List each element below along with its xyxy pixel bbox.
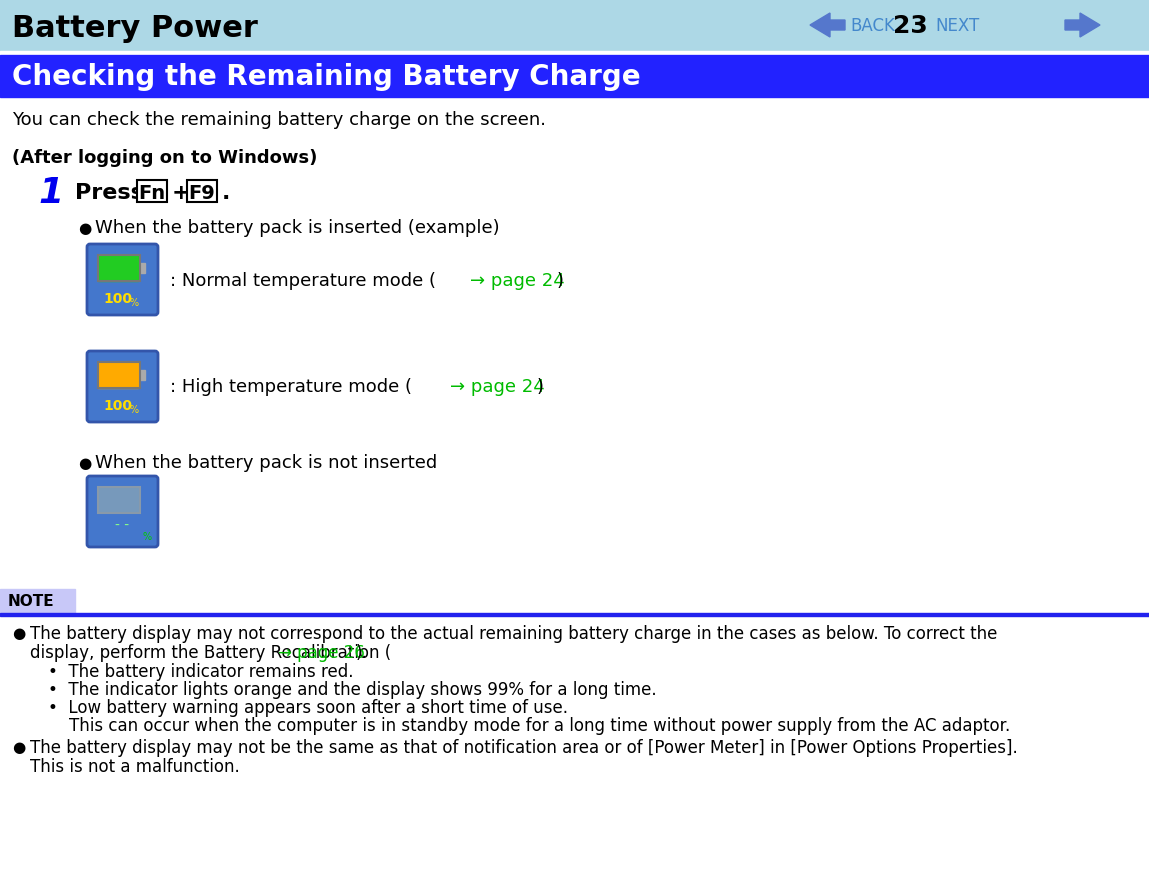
Text: display, perform the Battery Recalibration (: display, perform the Battery Recalibrati…: [30, 644, 391, 662]
Text: ●: ●: [11, 739, 25, 755]
Bar: [98, 256, 140, 282]
Bar: [98, 363, 140, 389]
Text: +: +: [172, 182, 191, 203]
Bar: [140, 371, 145, 381]
Polygon shape: [810, 14, 845, 38]
Text: 100: 100: [103, 399, 132, 412]
Text: ).: ).: [356, 644, 368, 662]
Text: → page 24: → page 24: [450, 378, 545, 396]
Text: 1: 1: [38, 176, 63, 210]
Bar: [0, 613, 1149, 616]
Text: Checking the Remaining Battery Charge: Checking the Remaining Battery Charge: [11, 63, 641, 91]
Text: ): ): [537, 378, 543, 396]
Text: %: %: [130, 298, 139, 308]
Text: → page 26: → page 26: [278, 644, 365, 662]
Text: The battery display may not correspond to the actual remaining battery charge in: The battery display may not correspond t…: [30, 624, 997, 642]
Bar: [0, 56, 1149, 97]
Text: ●: ●: [78, 220, 91, 235]
Text: ●: ●: [78, 455, 91, 470]
Text: This is not a malfunction.: This is not a malfunction.: [30, 757, 240, 775]
Text: BACK: BACK: [850, 17, 895, 35]
Text: NEXT: NEXT: [935, 17, 979, 35]
FancyBboxPatch shape: [87, 477, 159, 547]
Text: %: %: [142, 531, 152, 542]
Text: •  The indicator lights orange and the display shows 99% for a long time.: • The indicator lights orange and the di…: [48, 680, 656, 698]
Text: ●: ●: [11, 626, 25, 641]
Bar: [0, 589, 75, 613]
Bar: [98, 363, 138, 389]
Text: (After logging on to Windows): (After logging on to Windows): [11, 148, 317, 167]
Text: Fn: Fn: [138, 183, 165, 202]
Text: 23: 23: [893, 14, 927, 38]
Text: When the battery pack is not inserted: When the battery pack is not inserted: [95, 453, 438, 471]
Text: Press: Press: [75, 182, 152, 203]
Text: %: %: [130, 405, 139, 415]
Text: : High temperature mode (: : High temperature mode (: [170, 378, 412, 396]
Text: •  The battery indicator remains red.: • The battery indicator remains red.: [48, 662, 354, 680]
Text: F9: F9: [188, 183, 215, 202]
Bar: [0, 0, 1149, 52]
FancyBboxPatch shape: [187, 181, 217, 203]
Text: : Normal temperature mode (: : Normal temperature mode (: [170, 271, 435, 289]
Text: ): ): [557, 271, 564, 289]
Text: .: .: [222, 182, 231, 203]
Text: - -: - -: [115, 518, 130, 531]
Text: NOTE: NOTE: [8, 594, 55, 609]
Text: This can occur when the computer is in standby mode for a long time without powe: This can occur when the computer is in s…: [48, 716, 1010, 734]
Bar: [98, 487, 140, 513]
FancyBboxPatch shape: [137, 181, 167, 203]
Polygon shape: [1065, 14, 1100, 38]
Text: When the battery pack is inserted (example): When the battery pack is inserted (examp…: [95, 219, 500, 237]
Text: 100: 100: [103, 291, 132, 306]
Bar: [98, 256, 138, 282]
Bar: [140, 264, 145, 274]
Text: Battery Power: Battery Power: [11, 13, 257, 42]
FancyBboxPatch shape: [87, 351, 159, 423]
Text: The battery display may not be the same as that of notification area or of [Powe: The battery display may not be the same …: [30, 738, 1018, 756]
Text: •  Low battery warning appears soon after a short time of use.: • Low battery warning appears soon after…: [48, 698, 568, 716]
Text: You can check the remaining battery charge on the screen.: You can check the remaining battery char…: [11, 111, 546, 129]
Bar: [0, 52, 1149, 54]
FancyBboxPatch shape: [87, 245, 159, 316]
Text: → page 24: → page 24: [470, 271, 565, 289]
